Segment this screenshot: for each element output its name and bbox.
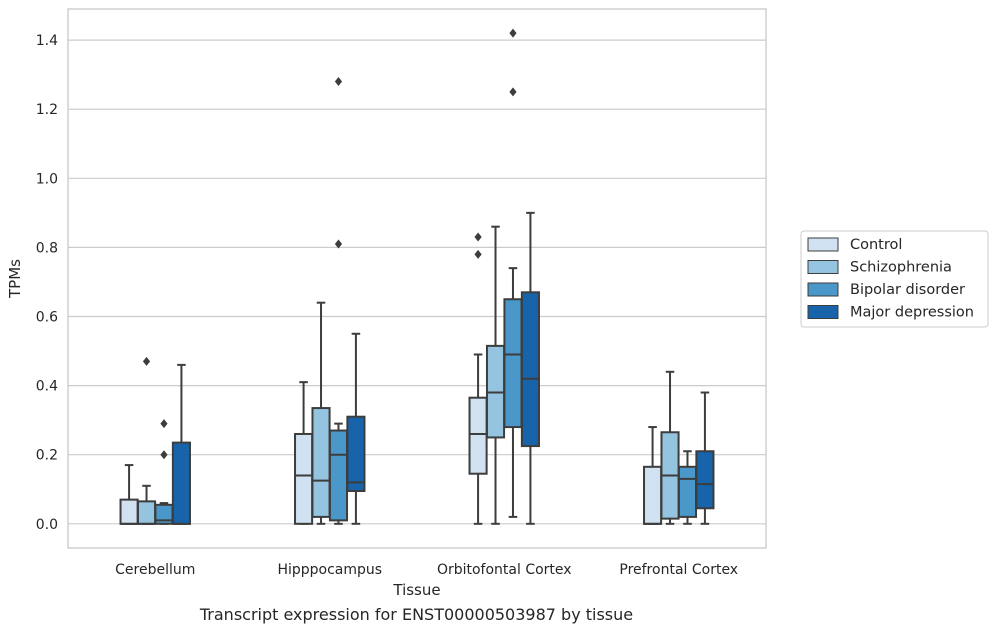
box-body [677,465,698,518]
box-3-1 [660,370,680,525]
box-2-0 [468,232,488,525]
box-3-2 [677,450,698,525]
box-1-1 [311,301,331,525]
outlier-point [334,239,343,249]
box-body [294,432,314,525]
box-body [695,450,715,510]
y-tick-label: 0.6 [36,310,58,326]
legend: Control Schizophrenia Bipolar disorder Majo… [800,230,989,328]
outlier-point [160,419,168,429]
boxes [119,28,715,525]
legend-label: Major depression [850,305,974,321]
y-axis-ticks: 0.0 0.2 0.4 0.6 0.8 1.0 1.2 1.4 [36,33,58,533]
legend-frame [800,230,989,328]
box-body [503,298,523,429]
y-tick-label: 0.0 [36,517,58,533]
box-2-3 [520,211,540,525]
y-tick-label: 1.2 [36,102,58,118]
x-tick-label: Cerebellum [115,562,195,578]
outlier-point [334,77,343,87]
y-axis-label: TPMs [6,259,24,299]
y-tick-label: 1.4 [36,33,58,49]
box-1-0 [294,381,314,525]
outlier-point [474,232,482,242]
box-0-3 [171,363,191,525]
y-tick-label: 0.8 [36,240,58,256]
box-2-2 [503,28,523,518]
outlier-point [509,28,517,38]
outlier-point [142,356,151,366]
outlier-point [509,87,517,97]
box-body [136,500,157,525]
legend-swatch [807,305,839,319]
legend-label: Schizophrenia [850,260,952,276]
box-1-3 [346,332,366,525]
box-1-2 [328,77,349,525]
box-body [643,465,663,525]
y-tick-label: 0.4 [36,379,58,395]
box-0-0 [119,464,139,525]
y-tick-label: 0.2 [36,448,58,464]
box-body [171,441,191,525]
box-body [468,396,488,475]
x-tick-label: Prefrontal Cortex [619,562,738,578]
x-axis-ticks: Cerebellum Hipppocampus Orbitofontal Corte… [115,562,738,578]
box-body [346,415,366,492]
plot-frame [67,8,767,549]
legend-swatch [807,282,839,297]
figure-caption: Transcript expression for ENST0000050398… [199,605,634,624]
legend-label: Bipolar disorder [850,282,965,298]
box-3-0 [643,426,663,525]
outlier-point [160,450,168,460]
box-2-1 [485,225,506,525]
box-body [311,407,331,518]
outlier-point [474,249,482,259]
box-body [520,291,540,448]
y-tick-label: 1.0 [36,171,58,187]
box-body [119,498,139,525]
legend-swatch [807,260,839,274]
box-0-1 [136,356,157,525]
x-axis-label: Tissue [392,581,440,599]
x-tick-label: Hipppocampus [277,562,382,578]
legend-swatch [807,237,839,252]
box-body [328,429,349,522]
x-tick-label: Orbitofontal Cortex [437,562,572,578]
legend-label: Control [850,237,902,253]
box-3-3 [695,391,715,525]
box-0-2 [154,419,174,525]
